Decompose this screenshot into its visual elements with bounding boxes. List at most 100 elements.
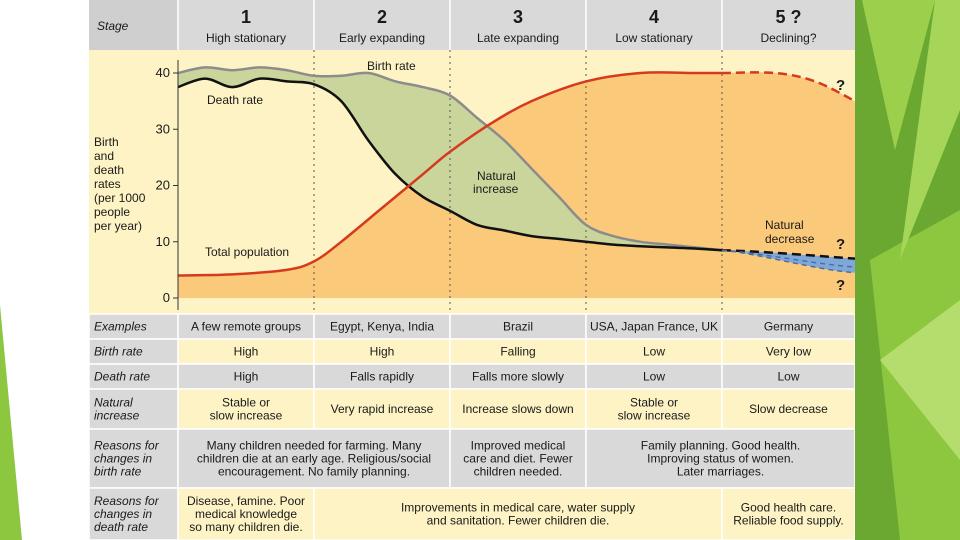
demographic-transition-chart: Stage 1 High stationary 2 Early expanding 3 L… bbox=[89, 0, 855, 540]
table-row-label: increase bbox=[94, 409, 140, 423]
table-cell-text: Stable or bbox=[630, 396, 678, 410]
table-cell-text: slow increase bbox=[210, 409, 283, 423]
table-cell bbox=[585, 313, 723, 340]
death-rate-projection bbox=[721, 248, 855, 260]
y-axis-label-line: and bbox=[94, 149, 114, 163]
stage-number: 2 bbox=[377, 7, 387, 27]
table-row-label: Natural bbox=[94, 396, 133, 410]
table-row-label-cell bbox=[89, 338, 179, 365]
table-cell-text: Improved medical bbox=[471, 439, 566, 453]
stage-number: 5 ? bbox=[775, 7, 801, 27]
y-axis-label-line: death bbox=[94, 163, 124, 177]
table-cell-text: Slow decrease bbox=[749, 402, 828, 416]
stage-number: 3 bbox=[513, 7, 523, 27]
table-cell bbox=[313, 338, 451, 365]
table-cell bbox=[449, 428, 587, 489]
stage-number: 1 bbox=[241, 7, 251, 27]
y-tick-label: 30 bbox=[156, 121, 170, 136]
stage-dividers bbox=[313, 50, 723, 310]
natural-increase-annotation-line1: Natural bbox=[477, 169, 516, 183]
table-cell-text: Very low bbox=[766, 345, 812, 359]
table-cell-text: Disease, famine. Poor bbox=[187, 494, 305, 508]
death-rate-annotation: Death rate bbox=[207, 93, 263, 107]
table-cell-text: Very rapid increase bbox=[331, 402, 434, 416]
table-cell-text: Germany bbox=[764, 320, 813, 334]
total-population-projection bbox=[721, 71, 855, 103]
table-cell-text: care and diet. Fewer bbox=[463, 452, 572, 466]
stage-name: Declining? bbox=[760, 31, 816, 45]
table-cell-text: Family planning. Good health. bbox=[641, 439, 800, 453]
stage-name: Early expanding bbox=[339, 31, 425, 45]
y-tick-label: 10 bbox=[156, 234, 170, 249]
birth-rate-projection-lower bbox=[721, 249, 855, 274]
y-axis-label-line: Birth bbox=[94, 135, 119, 149]
table-cell bbox=[449, 388, 587, 430]
table-cell-text: High bbox=[234, 370, 259, 384]
table-cell bbox=[177, 428, 451, 489]
demographic-transition-figure: Stage 1 High stationary 2 Early expanding 3 L… bbox=[89, 0, 855, 540]
table-cell bbox=[585, 338, 723, 365]
table-cell-text: Low bbox=[643, 370, 665, 384]
table-cell-text: Many children needed for farming. Many bbox=[207, 439, 422, 453]
table-cell-text: medical knowledge bbox=[195, 507, 297, 521]
left-decor-shape bbox=[0, 305, 22, 540]
y-axis-label-line: per year) bbox=[94, 219, 142, 233]
death-rate-line bbox=[178, 77, 723, 252]
transition-table: Examples A few remote groups Egypt, Kenya,… bbox=[89, 310, 855, 540]
total-population-annotation: Total population bbox=[205, 245, 289, 259]
right-decor-shape-5 bbox=[880, 300, 960, 460]
table-cell bbox=[585, 428, 855, 489]
table-row-label: Reasons for bbox=[94, 439, 160, 453]
table-cell bbox=[585, 388, 723, 430]
table-row-label: Death rate bbox=[94, 370, 150, 384]
y-axis-label-line: (per 1000 bbox=[94, 191, 146, 205]
table-row-label: Reasons for bbox=[94, 494, 160, 508]
table-cell-text: Stable or bbox=[222, 396, 270, 410]
stage-name: Low stationary bbox=[615, 31, 692, 45]
table-cell-text: Reliable food supply. bbox=[733, 514, 844, 528]
y-tick-label: 40 bbox=[156, 65, 170, 80]
y-tick-label: 0 bbox=[163, 290, 170, 305]
natural-decrease-annotation-line2: decrease bbox=[765, 232, 815, 246]
table-cell-text: children needed. bbox=[474, 465, 563, 479]
table-cell-text: Low bbox=[643, 345, 665, 359]
table-cell bbox=[313, 388, 451, 430]
table-row-label: birth rate bbox=[94, 465, 142, 479]
header-label-cell bbox=[89, 0, 178, 50]
table-row-label: Birth rate bbox=[94, 345, 143, 359]
table-cell bbox=[177, 487, 315, 540]
table-cell-text: Falls rapidly bbox=[350, 370, 414, 384]
table-cell-text: and sanitation. Fewer children die. bbox=[427, 514, 610, 528]
birth-rate-line bbox=[178, 66, 723, 252]
table-top-strip bbox=[89, 310, 855, 314]
table-row-label-cell bbox=[89, 388, 179, 430]
table-row-label: changes in bbox=[94, 507, 152, 521]
table-row-label: changes in bbox=[94, 452, 152, 466]
stage-name: High stationary bbox=[206, 31, 286, 45]
table-cell-text: Low bbox=[777, 370, 799, 384]
table-cell-text: Falls more slowly bbox=[472, 370, 564, 384]
y-axis-label-line: rates bbox=[94, 177, 121, 191]
natural-decrease-annotation-line1: Natural bbox=[765, 218, 804, 232]
table-cell-text: Later marriages. bbox=[677, 465, 764, 479]
y-tick-label: 20 bbox=[156, 178, 170, 193]
question-mark-population: ? bbox=[836, 77, 845, 94]
right-decor-shape-2 bbox=[862, 0, 935, 150]
table-cell bbox=[177, 363, 315, 390]
table-cell-text: High bbox=[370, 345, 395, 359]
table-cell-text: slow increase bbox=[618, 409, 691, 423]
table-cell-text: Improvements in medical care, water supp… bbox=[401, 501, 635, 515]
table-cell-text: encouragement. No family planning. bbox=[218, 465, 410, 479]
question-mark-death: ? bbox=[836, 277, 845, 294]
table-cell-text: so many children die. bbox=[189, 520, 302, 534]
stage-headers: 1 High stationary 2 Early expanding 3 Late ex… bbox=[177, 0, 817, 50]
total-population-line bbox=[178, 71, 722, 277]
stage-number: 4 bbox=[649, 7, 659, 27]
table-cell-text: children die at an early age. Religious/… bbox=[197, 452, 431, 466]
table-cell-text: Good health care. bbox=[741, 501, 836, 515]
table-row-label: Examples bbox=[94, 320, 147, 334]
table-cell-text: A few remote groups bbox=[191, 320, 301, 334]
table-row-label: death rate bbox=[94, 520, 148, 534]
table-cell bbox=[313, 363, 451, 390]
